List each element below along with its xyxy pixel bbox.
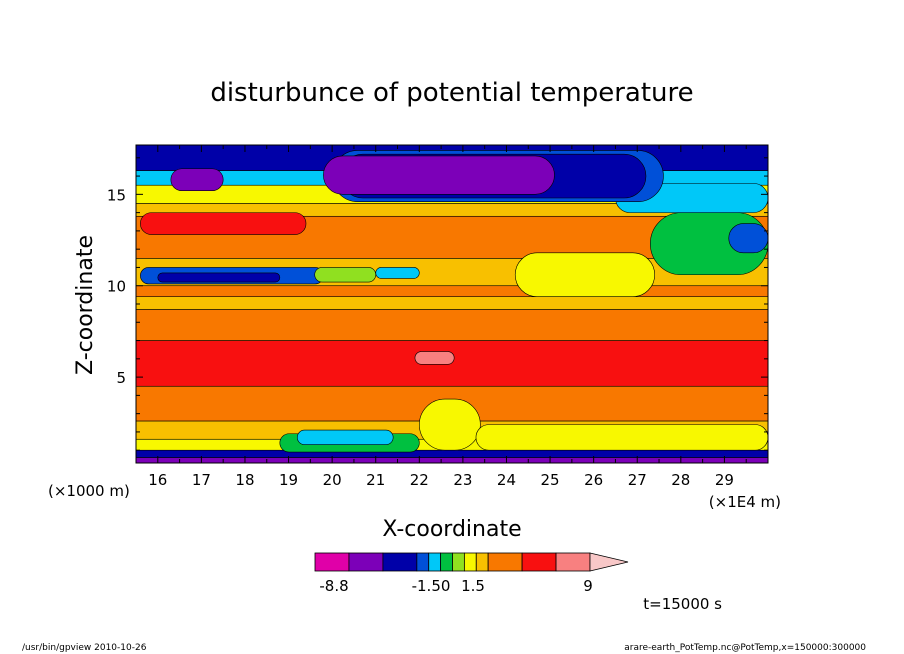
y-tick-label: 5: [116, 369, 126, 387]
colorbar-label: -1.50: [412, 577, 451, 595]
x-tick-label: 20: [323, 471, 342, 489]
x-scale-label: (×1E4 m): [709, 493, 781, 511]
contour-patch-15: [475, 424, 768, 451]
contour-patch-13: [414, 351, 455, 365]
colorbar-swatch-9: [487, 552, 523, 572]
contour-patch-14: [419, 398, 481, 451]
chart-title: disturbunce of potential temperature: [210, 78, 693, 108]
x-tick-label: 18: [235, 471, 254, 489]
colorbar-swatch-4: [428, 552, 442, 572]
x-tick-label: 24: [497, 471, 516, 489]
footer-left: /usr/bin/gpview 2010-10-26: [22, 643, 147, 653]
contour-patch-4: [375, 267, 420, 279]
y-tick-label: 15: [107, 186, 126, 204]
colorbar-labels: -8.8 -1.50 1.5 9: [319, 577, 592, 595]
x-axis-label: X-coordinate: [382, 517, 521, 542]
y-tick-label: 10: [107, 278, 126, 296]
colorbar: [314, 552, 629, 572]
contour-band-8: [136, 285, 768, 297]
x-tick-label: 28: [671, 471, 690, 489]
x-tick-label: 21: [366, 471, 385, 489]
colorbar-label: 9: [583, 577, 593, 595]
contour-patch-17: [296, 429, 394, 446]
colorbar-swatch-0: [314, 552, 350, 572]
contour-band-0: [136, 457, 768, 463]
contour-band-5: [136, 340, 768, 387]
contour-patch-12: [170, 168, 224, 191]
colorbar-swatch-11: [555, 552, 591, 572]
contour-patch-2: [157, 272, 281, 283]
y-axis-label: Z-coordinate: [73, 235, 98, 375]
colorbar-swatch-10: [521, 552, 557, 572]
contour-band-6: [136, 309, 768, 341]
contour-plot-area: [136, 145, 768, 463]
x-unit-label: (×1000 m): [48, 482, 130, 500]
contour-patches: [140, 150, 768, 453]
x-tick-label: 27: [628, 471, 647, 489]
contour-patch-0: [140, 212, 307, 235]
colorbar-swatch-5: [440, 552, 453, 572]
contour-band-7: [136, 296, 768, 310]
x-tick-label: 25: [541, 471, 560, 489]
x-tick-label: 17: [192, 471, 211, 489]
x-tick-label: 23: [453, 471, 472, 489]
colorbar-swatch-3: [416, 552, 430, 572]
colorbar-swatch-1: [348, 552, 384, 572]
contour-patch-5: [514, 252, 655, 297]
colorbar-swatch-6: [452, 552, 465, 572]
time-label: t=15000 s: [643, 595, 722, 613]
contour-patch-11: [323, 155, 555, 195]
contour-band-1: [136, 449, 768, 458]
x-axis-ticks: 16 17 18 19 20 21 22 23 24 25 26 27 28 29: [148, 145, 747, 489]
contour-patch-7: [728, 223, 768, 254]
x-tick-label: 26: [584, 471, 603, 489]
y-axis-ticks: 5 10 15: [107, 157, 768, 451]
colorbar-arrow: [589, 552, 629, 572]
x-tick-label: 16: [148, 471, 167, 489]
x-tick-label: 29: [715, 471, 734, 489]
x-tick-label: 19: [279, 471, 298, 489]
colorbar-label: 1.5: [461, 577, 485, 595]
colorbar-swatch-7: [463, 552, 477, 572]
contour-patch-3: [314, 267, 377, 283]
colorbar-label: -8.8: [319, 577, 348, 595]
footer-right: arare-earth_PotTemp.nc@PotTemp,x=150000:…: [624, 643, 866, 653]
colorbar-swatch-2: [382, 552, 418, 572]
colorbar-swatch-8: [475, 552, 489, 572]
x-tick-label: 22: [410, 471, 429, 489]
